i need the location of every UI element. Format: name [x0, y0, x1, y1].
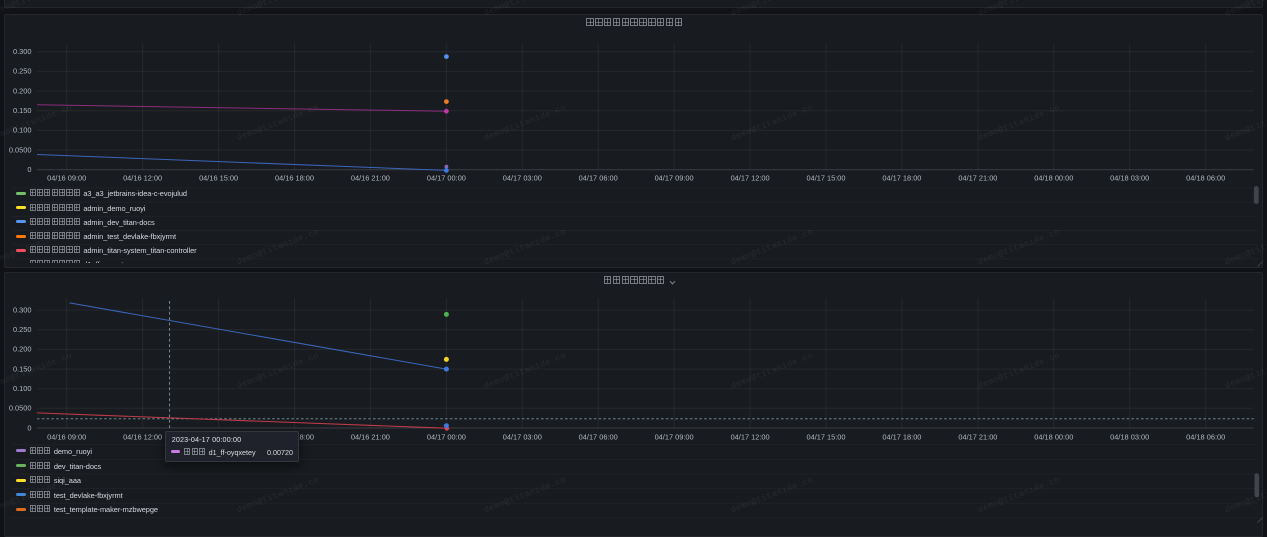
svg-text:0.150: 0.150: [13, 364, 32, 373]
svg-text:04/18 00:00: 04/18 00:00: [1034, 174, 1073, 183]
svg-text:04/16 21:00: 04/16 21:00: [350, 174, 389, 183]
svg-text:0.300: 0.300: [13, 305, 32, 314]
svg-text:0: 0: [27, 423, 31, 432]
svg-text:0.100: 0.100: [13, 126, 32, 135]
svg-text:04/16 09:00: 04/16 09:00: [47, 174, 86, 183]
svg-text:04/17 03:00: 04/17 03:00: [502, 432, 541, 441]
svg-text:04/16 15:00: 04/16 15:00: [199, 174, 238, 183]
svg-text:04/17 18:00: 04/17 18:00: [882, 174, 921, 183]
svg-text:04/16 18:00: 04/16 18:00: [274, 174, 313, 183]
svg-text:04/16 12:00: 04/16 12:00: [123, 174, 162, 183]
svg-text:04/17 00:00: 04/17 00:00: [426, 432, 465, 441]
svg-text:04/17 09:00: 04/17 09:00: [654, 432, 693, 441]
svg-text:04/17 12:00: 04/17 12:00: [730, 174, 769, 183]
svg-text:04/18 06:00: 04/18 06:00: [1186, 174, 1225, 183]
svg-text:0.100: 0.100: [13, 384, 32, 393]
svg-text:0.150: 0.150: [13, 106, 32, 115]
svg-text:04/16 12:00: 04/16 12:00: [123, 432, 162, 441]
svg-text:04/17 03:00: 04/17 03:00: [502, 174, 541, 183]
svg-text:04/18 00:00: 04/18 00:00: [1034, 432, 1073, 441]
svg-text:0.200: 0.200: [13, 86, 32, 95]
svg-text:0.200: 0.200: [13, 344, 32, 353]
svg-text:0.250: 0.250: [13, 325, 32, 334]
svg-text:0.0500: 0.0500: [8, 403, 31, 412]
svg-text:04/17 09:00: 04/17 09:00: [654, 174, 693, 183]
svg-text:04/18 03:00: 04/18 03:00: [1110, 174, 1149, 183]
svg-text:04/17 15:00: 04/17 15:00: [806, 432, 845, 441]
svg-text:04/18 03:00: 04/18 03:00: [1110, 432, 1149, 441]
svg-text:0.300: 0.300: [13, 47, 32, 56]
svg-text:04/17 12:00: 04/17 12:00: [730, 432, 769, 441]
svg-text:04/17 15:00: 04/17 15:00: [806, 174, 845, 183]
svg-text:0.250: 0.250: [13, 67, 32, 76]
svg-text:04/17 21:00: 04/17 21:00: [958, 174, 997, 183]
svg-text:04/17 18:00: 04/17 18:00: [882, 432, 921, 441]
svg-text:04/17 21:00: 04/17 21:00: [958, 432, 997, 441]
svg-text:04/16 21:00: 04/16 21:00: [350, 432, 389, 441]
svg-text:04/17 00:00: 04/17 00:00: [426, 174, 465, 183]
svg-text:0: 0: [27, 165, 31, 174]
svg-text:0.0500: 0.0500: [8, 145, 31, 154]
svg-text:04/16 09:00: 04/16 09:00: [47, 432, 86, 441]
svg-text:04/18 06:00: 04/18 06:00: [1186, 432, 1225, 441]
svg-text:04/17 06:00: 04/17 06:00: [578, 432, 617, 441]
svg-text:04/17 06:00: 04/17 06:00: [578, 174, 617, 183]
